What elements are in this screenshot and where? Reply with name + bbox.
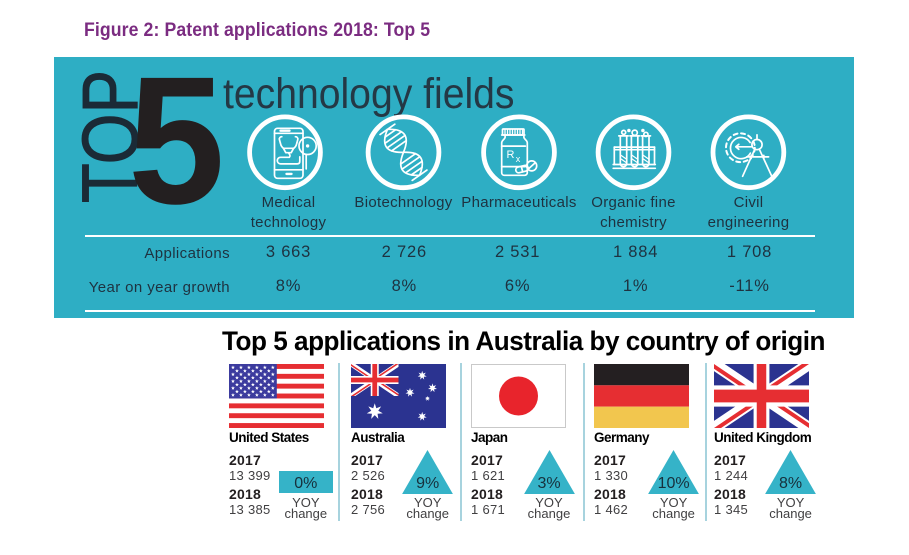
svg-text:x: x — [516, 154, 521, 164]
svg-text:R: R — [507, 149, 515, 161]
